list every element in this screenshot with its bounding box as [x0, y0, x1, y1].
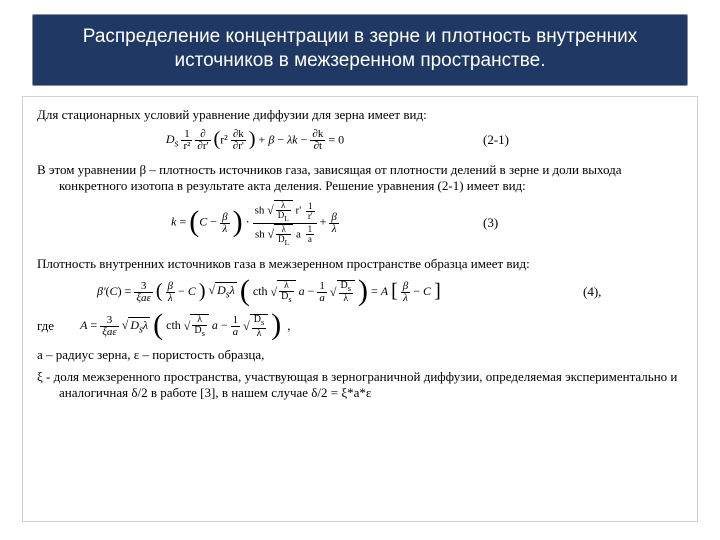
equation-2-1: Ds 1r² ∂∂r' (r² ∂k∂r' ) + β − λk − ∂k∂t … — [37, 129, 473, 152]
equation-4: β'(C) = 3ξaε ( βλ − C ) Dsλ ( cth λDs a … — [37, 280, 583, 304]
equation-2-1-row: Ds 1r² ∂∂r' (r² ∂k∂r' ) + β − λk − ∂k∂t … — [37, 129, 683, 152]
definition-A: A = 3ξaε Dsλ ( cth λDs a − 1a Dsλ ) — [80, 314, 281, 338]
equation-4-number: (4), — [583, 284, 683, 300]
equation-3: k = (C − βλ ) · sh λDL r' 1r' sh λDL a 1… — [37, 200, 473, 246]
equation-3-row: k = (C − βλ ) · sh λDL r' 1r' sh λDL a 1… — [37, 200, 683, 246]
slide: Распределение концентрации в зерне и пло… — [0, 0, 720, 540]
equation-3-number: (3) — [473, 215, 683, 231]
paragraph-1: Для стационарных условий уравнение диффу… — [37, 107, 683, 123]
slide-body: Для стационарных условий уравнение диффу… — [22, 96, 698, 523]
comma: , — [287, 318, 290, 334]
paragraph-2: В этом уравнении β – плотность источнико… — [37, 162, 683, 195]
paragraph-5: ξ - доля межзеренного пространства, учас… — [37, 369, 683, 402]
paragraph-3: Плотность внутренних источников газа в м… — [37, 256, 683, 272]
equation-4-row: β'(C) = 3ξaε ( βλ − C ) Dsλ ( cth λDs a … — [37, 280, 683, 304]
where-label: где — [37, 318, 74, 334]
paragraph-4: a – радиус зерна, ε – пористость образца… — [37, 347, 683, 363]
definition-A-row: где A = 3ξaε Dsλ ( cth λDs a − 1a Dsλ ) … — [37, 314, 683, 338]
equation-2-1-number: (2-1) — [473, 132, 683, 148]
slide-title: Распределение концентрации в зерне и пло… — [32, 14, 688, 86]
